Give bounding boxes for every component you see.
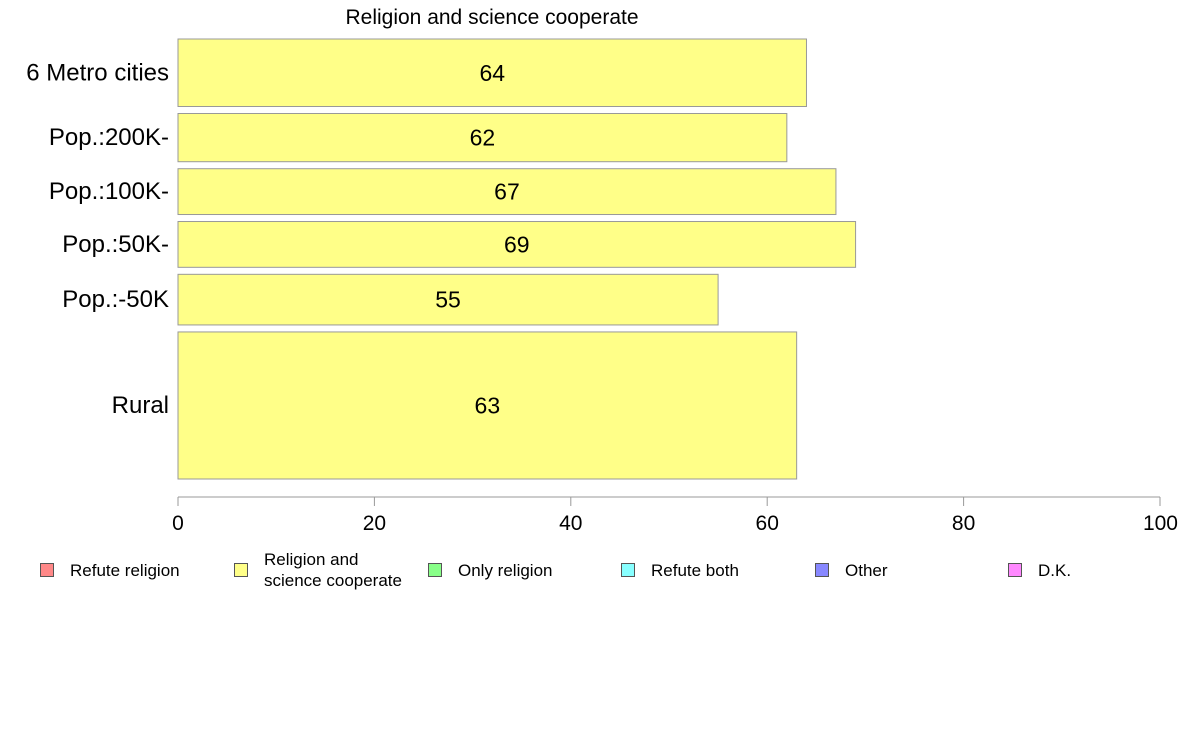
legend-label: D.K. bbox=[1038, 560, 1072, 580]
bar-4 bbox=[177, 273, 719, 326]
x-axis: 0 20 40 60 80 100 bbox=[172, 496, 1178, 535]
legend-label: Refute both bbox=[651, 560, 739, 580]
bar-value-label: 67 bbox=[494, 179, 520, 205]
category-label: Pop.:200K- bbox=[49, 124, 169, 151]
legend-swatch bbox=[428, 563, 442, 577]
category-label: Rural bbox=[112, 392, 169, 419]
legend-label: Religion and science cooperate bbox=[264, 550, 402, 590]
legend-swatch bbox=[815, 563, 829, 577]
bars-group: 64 6 Metro cities 62 Pop.:200K- 67 Pop.:100K-… bbox=[26, 38, 857, 480]
x-tick-label: 80 bbox=[952, 512, 975, 535]
legend-swatch bbox=[621, 563, 635, 577]
legend-label: Refute religion bbox=[70, 560, 180, 580]
legend-item: D.K. bbox=[1008, 548, 1071, 592]
bar-5 bbox=[177, 331, 798, 480]
x-tick-label: 40 bbox=[559, 512, 582, 535]
legend-label: Other bbox=[845, 560, 888, 580]
legend-item: Only religion bbox=[428, 548, 553, 592]
category-label: Pop.:50K- bbox=[62, 231, 169, 258]
bar-value-label: 55 bbox=[435, 287, 461, 313]
category-label: 6 Metro cities bbox=[26, 59, 169, 86]
x-tick-label: 0 bbox=[172, 512, 184, 535]
legend-item: Refute religion bbox=[40, 548, 180, 592]
legend-item: Other bbox=[815, 548, 888, 592]
chart-title: Religion and science cooperate bbox=[345, 6, 638, 29]
bar-1 bbox=[177, 113, 788, 163]
legend-swatch bbox=[1008, 563, 1022, 577]
bar-value-label: 69 bbox=[504, 231, 530, 257]
bar-chart: Religion and science cooperate 64 6 Metro… bbox=[26, 6, 1178, 535]
legend-item: Religion and science cooperate bbox=[234, 548, 402, 592]
legend-swatch bbox=[40, 563, 54, 577]
bar-value-label: 62 bbox=[470, 125, 496, 151]
bar-2 bbox=[177, 168, 837, 216]
legend-swatch bbox=[234, 563, 248, 577]
bar-0 bbox=[177, 38, 807, 107]
x-tick-label: 100 bbox=[1143, 512, 1178, 535]
bar-value-label: 63 bbox=[475, 392, 501, 418]
bar-3 bbox=[177, 221, 857, 268]
x-tick-label: 60 bbox=[756, 512, 779, 535]
legend-item: Refute both bbox=[621, 548, 739, 592]
category-label: Pop.:100K- bbox=[49, 178, 169, 205]
legend-label: Only religion bbox=[458, 560, 553, 580]
bar-value-label: 64 bbox=[479, 60, 505, 86]
category-label: Pop.:-50K bbox=[62, 286, 169, 313]
x-tick-label: 20 bbox=[363, 512, 386, 535]
